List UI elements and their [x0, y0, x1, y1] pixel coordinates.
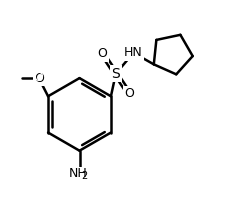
Text: S: S — [111, 67, 120, 81]
Text: S: S — [111, 67, 120, 81]
Text: HN: HN — [124, 46, 143, 59]
Text: HN: HN — [124, 46, 143, 59]
Text: O: O — [33, 70, 43, 84]
Text: O: O — [34, 72, 44, 85]
Text: NH: NH — [68, 167, 87, 180]
Text: O: O — [98, 47, 107, 60]
Text: O: O — [124, 87, 134, 100]
Text: O: O — [98, 47, 107, 60]
Text: O: O — [124, 87, 134, 100]
Text: O: O — [34, 72, 44, 85]
Text: 2: 2 — [81, 171, 87, 181]
